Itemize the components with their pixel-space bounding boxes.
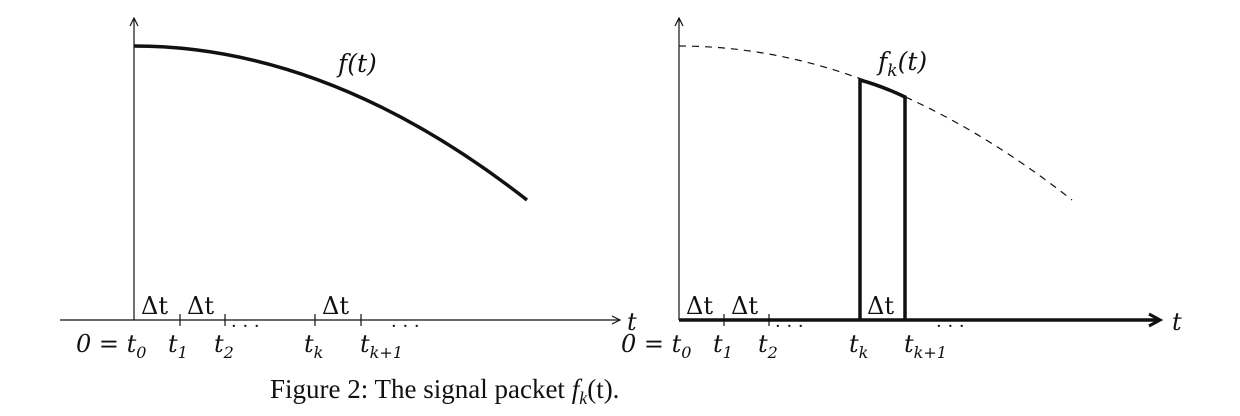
right-delta-k: Δt [867,292,894,320]
left-label-t1: t1 [168,330,188,362]
right-label-tk1: tk+1 [904,330,947,362]
left-delta-1: Δt [141,292,168,320]
left-axis-var: t [627,308,637,336]
left-dots-2: · · · [391,316,420,337]
right-label-t2: t2 [758,330,778,362]
left-delta-k: Δt [322,292,349,320]
left-label-tk1: tk+1 [360,330,403,362]
left-function-label: f(t) [336,49,377,78]
right-label-t1: t1 [713,330,733,362]
figure-caption: Figure 2: The signal packet fk(t). [270,374,619,408]
left-label-tk: tk [304,330,323,362]
right-dots-1: · · · [775,316,804,337]
right-delta-2: Δt [731,292,758,320]
left-dots-1: · · · [231,316,260,337]
left-panel: f(t) Δt Δt Δt 0 = t0 t1 t2 · · · tk tk+1… [60,18,637,362]
right-axis-var: t [1172,308,1182,336]
right-label-tk: tk [849,330,868,362]
right-dots-2: · · · [936,316,965,337]
left-curve-f [133,44,529,202]
left-label-t2: t2 [214,330,234,362]
right-delta-1: Δt [686,292,713,320]
right-panel: fk(t) Δt Δt Δt 0 = t0 t1 t2 · · · tk tk+… [621,18,1182,362]
right-function-label: fk(t) [876,47,927,81]
right-pulse [858,77,907,320]
left-delta-2: Δt [187,292,214,320]
right-label-t0: 0 = t0 [621,330,691,362]
left-label-t0: 0 = t0 [76,330,146,362]
right-dashed-curve [678,45,1073,201]
